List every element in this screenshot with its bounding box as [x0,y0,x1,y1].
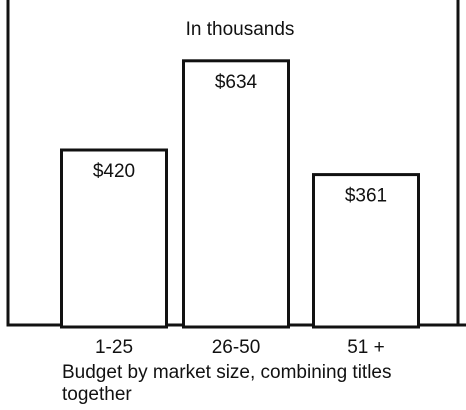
bar-51 [312,173,420,329]
chart-caption: Budget by market size, combining titles … [62,362,392,405]
bar-value-label: $634 [215,72,258,93]
x-tick-label: 51 + [347,337,385,358]
x-tick-label: 26-50 [212,337,261,358]
bar-value-label: $420 [93,161,135,182]
x-tick-label: 1-25 [95,337,133,358]
bar-26-50 [182,59,290,329]
value-labels-layer: $420 $634 $361 [93,72,387,207]
bars-layer [60,59,420,329]
tick-labels-layer: 1-25 26-50 51 + [95,337,385,358]
bar-1-25 [60,148,168,329]
chart-subtitle: In thousands [186,19,295,40]
bar-value-label: $361 [345,186,387,207]
